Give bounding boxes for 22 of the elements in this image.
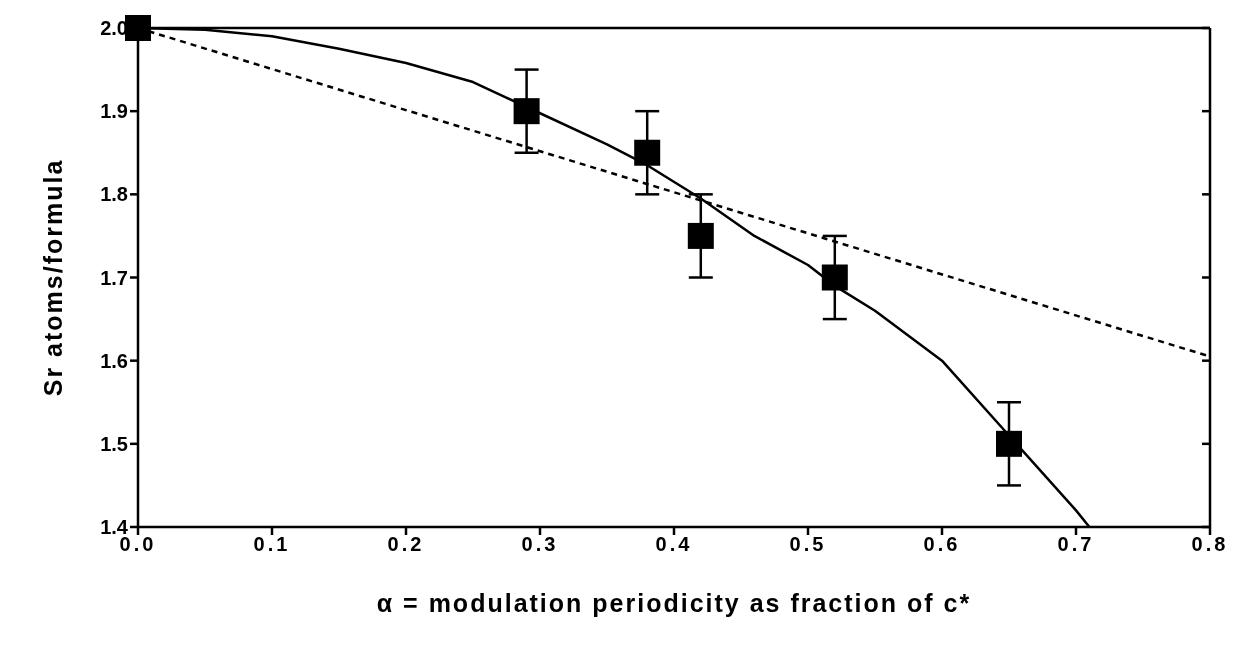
point [513,98,540,125]
x-tick-label: 0.1 [253,533,291,556]
point [687,222,714,249]
point [821,264,848,291]
x-tick-label: 0.7 [1057,533,1095,556]
point [996,430,1022,457]
y-tick-label: 1.7 [100,266,128,289]
y-tick-label: 1.9 [100,100,128,123]
x-tick-label: 0.6 [923,533,961,556]
x-tick-label: 0.4 [655,533,693,556]
point [634,139,661,166]
x-axis-title: α = modulation periodicity as fraction of c* [376,589,972,617]
y-tick-label: 1.5 [100,432,128,455]
x-tick-label: 0.0 [119,533,157,556]
point [125,15,151,41]
x-tick-label: 0.8 [1191,533,1229,556]
x-tick-label: 0.5 [789,533,827,556]
x-tick-label: 0.2 [387,533,425,556]
y-tick-label: 1.6 [100,349,128,372]
y-tick-label: 1.8 [100,183,128,206]
y-axis-title: Sr atoms/formula [38,158,67,397]
x-tick-label: 0.3 [521,533,559,556]
